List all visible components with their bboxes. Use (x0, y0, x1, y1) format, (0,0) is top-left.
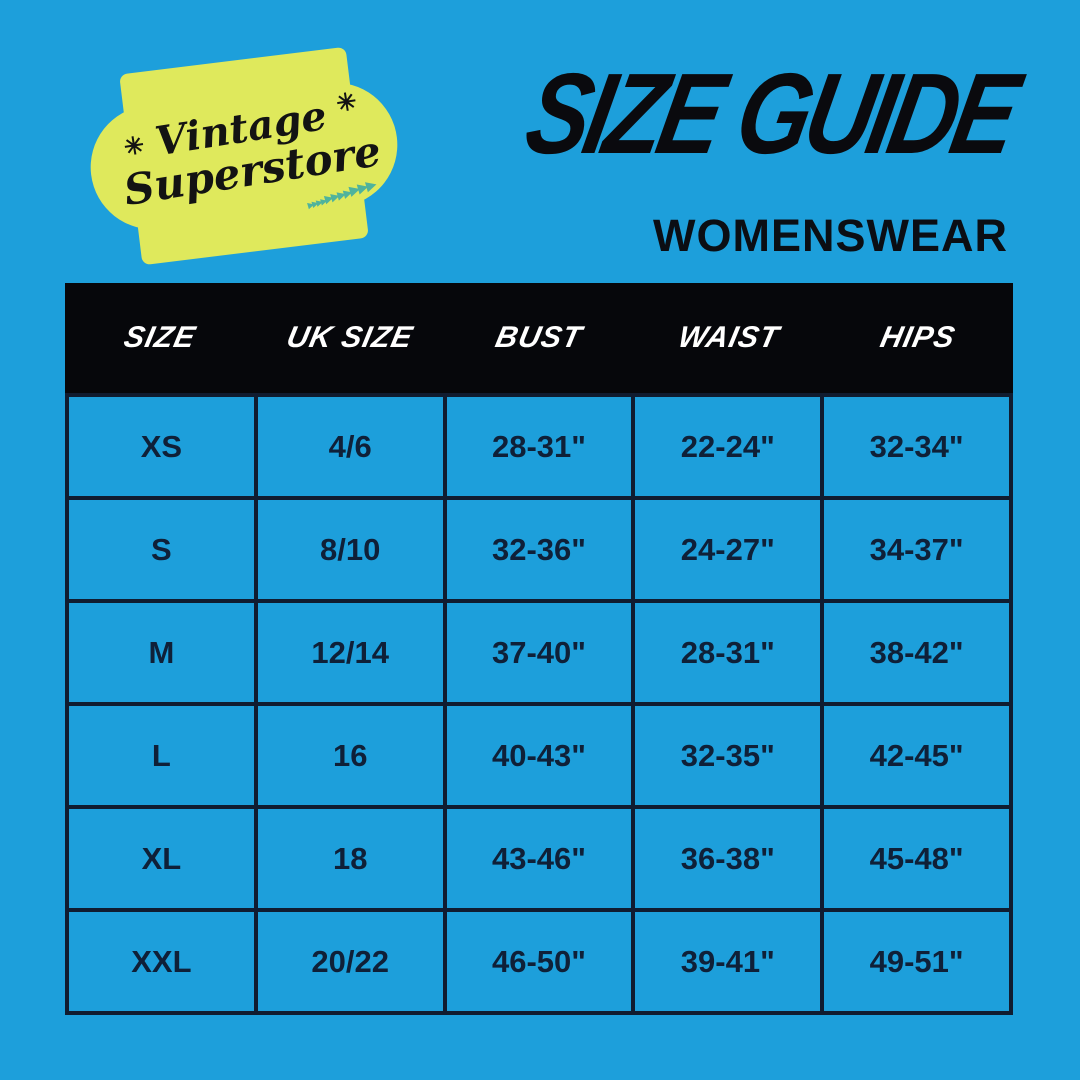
cell-size: XXL (65, 908, 258, 1015)
size-table-grid: XS 4/6 28-31" 22-24" 32-34" S 8/10 32-36… (65, 393, 1013, 1015)
table-row-s: S 8/10 32-36" 24-27" 34-37" (65, 496, 1013, 603)
sparkle-icon: ✳ (121, 129, 146, 162)
cell-size: M (65, 599, 258, 706)
brand-logo-badge: ✳ Vintage ✳ Superstore ▸▸▸▸▸▸▸▸▸▸▸ (79, 42, 408, 270)
cell-bust: 40-43" (442, 702, 636, 809)
cell-hips: 49-51" (820, 908, 1013, 1015)
cell-size: XL (65, 805, 258, 912)
cell-waist: 39-41" (631, 908, 825, 1015)
table-row-m: M 12/14 37-40" 28-31" 38-42" (65, 599, 1013, 706)
logo-text: ✳ Vintage ✳ Superstore ▸▸▸▸▸▸▸▸▸▸▸ (79, 42, 408, 270)
column-header-waist: WAIST (675, 321, 783, 354)
cell-uk: 18 (253, 805, 447, 912)
cell-bust: 32-36" (442, 496, 636, 603)
cell-hips: 42-45" (820, 702, 1013, 809)
size-table: SIZE UK SIZE BUST WAIST HIPS XS 4/6 28-3… (65, 283, 1013, 1015)
page-subtitle: WOMENSWEAR (653, 210, 1008, 261)
column-header-size: SIZE (121, 321, 199, 354)
cell-waist: 22-24" (631, 393, 825, 500)
cell-bust: 46-50" (442, 908, 636, 1015)
cell-hips: 45-48" (820, 805, 1013, 912)
column-header-uk-size: UK SIZE (283, 321, 416, 354)
cell-waist: 32-35" (631, 702, 825, 809)
cell-hips: 34-37" (820, 496, 1013, 603)
cell-size: S (65, 496, 258, 603)
sparkle-icon: ✳ (333, 85, 359, 118)
table-row-l: L 16 40-43" 32-35" 42-45" (65, 702, 1013, 809)
cell-uk: 8/10 (253, 496, 447, 603)
cell-waist: 28-31" (631, 599, 825, 706)
column-header-bust: BUST (492, 321, 586, 354)
cell-size: XS (65, 393, 258, 500)
cell-waist: 36-38" (631, 805, 825, 912)
cell-uk: 16 (253, 702, 447, 809)
cell-size: L (65, 702, 258, 809)
cell-bust: 28-31" (442, 393, 636, 500)
size-table-header: SIZE UK SIZE BUST WAIST HIPS (65, 283, 1013, 393)
cell-bust: 37-40" (442, 599, 636, 706)
column-header-hips: HIPS (877, 321, 959, 354)
table-row-xl: XL 18 43-46" 36-38" 45-48" (65, 805, 1013, 912)
cell-uk: 4/6 (253, 393, 447, 500)
table-row-xs: XS 4/6 28-31" 22-24" 32-34" (65, 393, 1013, 500)
cell-uk: 12/14 (253, 599, 447, 706)
cell-hips: 38-42" (820, 599, 1013, 706)
cell-hips: 32-34" (820, 393, 1013, 500)
cell-bust: 43-46" (442, 805, 636, 912)
page-title: SIZE GUIDE (517, 49, 1025, 178)
cell-waist: 24-27" (631, 496, 825, 603)
cell-uk: 20/22 (253, 908, 447, 1015)
table-row-xxl: XXL 20/22 46-50" 39-41" 49-51" (65, 908, 1013, 1015)
